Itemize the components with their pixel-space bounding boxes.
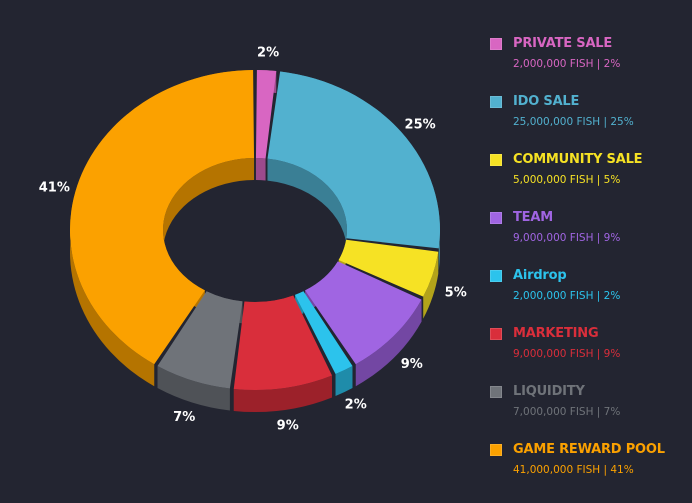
slice-game-reward-pool bbox=[69, 70, 255, 365]
legend-detail: 5,000,000 FISH | 5% bbox=[513, 174, 621, 186]
slice-percent-label: 2% bbox=[345, 398, 367, 413]
slice-outer-side-5 bbox=[233, 375, 333, 413]
slice-percent-label: 25% bbox=[405, 118, 436, 133]
legend-label: PRIVATE SALE bbox=[513, 36, 613, 51]
legend-label: Airdrop bbox=[513, 268, 567, 283]
slice-percent-label: 7% bbox=[173, 410, 195, 425]
slice-percent-label: 9% bbox=[277, 419, 299, 434]
legend-swatch bbox=[490, 96, 502, 108]
slice-team bbox=[305, 261, 422, 365]
slice-inner-side-0 bbox=[255, 158, 266, 181]
slice-private-sale bbox=[255, 70, 277, 159]
legend-swatch bbox=[490, 386, 502, 398]
legend-item: COMMUNITY SALE 5,000,000 FISH | 5% bbox=[490, 152, 690, 210]
legend-item: PRIVATE SALE 2,000,000 FISH | 2% bbox=[490, 36, 690, 94]
donut-chart: 2% 25% 5% 9% 2% 9% 7% 41% bbox=[39, 45, 467, 434]
slice-marketing bbox=[233, 295, 333, 391]
legend-item: IDO SALE 25,000,000 FISH | 25% bbox=[490, 94, 690, 152]
legend-item: Airdrop 2,000,000 FISH | 2% bbox=[490, 268, 690, 326]
legend-item: MARKETING 9,000,000 FISH | 9% bbox=[490, 326, 690, 384]
legend-swatch bbox=[490, 38, 502, 50]
slice-inner-side-1 bbox=[267, 158, 347, 261]
legend-swatch bbox=[490, 444, 502, 456]
legend-label: GAME REWARD POOL bbox=[513, 442, 665, 457]
legend-label: LIQUIDITY bbox=[513, 384, 585, 399]
slice-community-sale bbox=[338, 239, 439, 297]
legend-swatch bbox=[490, 212, 502, 224]
slice-percent-label: 9% bbox=[401, 357, 423, 372]
legend-detail: 2,000,000 FISH | 2% bbox=[513, 58, 621, 70]
legend-item: TEAM 9,000,000 FISH | 9% bbox=[490, 210, 690, 268]
legend-item: LIQUIDITY 7,000,000 FISH | 7% bbox=[490, 384, 690, 442]
legend-detail: 9,000,000 FISH | 9% bbox=[513, 232, 621, 244]
slice-liquidity bbox=[157, 291, 243, 389]
legend-label: IDO SALE bbox=[513, 94, 580, 109]
slice-outer-side-3 bbox=[355, 299, 422, 387]
legend-detail: 25,000,000 FISH | 25% bbox=[513, 116, 634, 128]
legend-swatch bbox=[490, 328, 502, 340]
chart-legend: PRIVATE SALE 2,000,000 FISH | 2% IDO SALE 2… bbox=[490, 36, 690, 500]
slice-percent-label: 2% bbox=[257, 45, 279, 60]
legend-detail: 7,000,000 FISH | 7% bbox=[513, 406, 621, 418]
legend-swatch bbox=[490, 270, 502, 282]
legend-detail: 9,000,000 FISH | 9% bbox=[513, 348, 621, 360]
legend-item: GAME REWARD POOL 41,000,000 FISH | 41% bbox=[490, 442, 690, 500]
slice-percent-label: 5% bbox=[445, 285, 467, 300]
slice-outer-side-4 bbox=[335, 365, 353, 397]
legend-label: TEAM bbox=[513, 210, 553, 225]
slice-airdrop bbox=[295, 291, 353, 375]
legend-detail: 2,000,000 FISH | 2% bbox=[513, 290, 621, 302]
legend-detail: 41,000,000 FISH | 41% bbox=[513, 464, 634, 476]
slice-percent-label: 41% bbox=[39, 180, 70, 195]
slice-outer-side-2 bbox=[423, 251, 439, 319]
slice-outer-side-6 bbox=[157, 365, 230, 411]
legend-label: MARKETING bbox=[513, 326, 599, 341]
slice-inner-side-7 bbox=[162, 158, 255, 313]
slice-ido-sale bbox=[267, 71, 440, 249]
legend-label: COMMUNITY SALE bbox=[513, 152, 643, 167]
legend-swatch bbox=[490, 154, 502, 166]
